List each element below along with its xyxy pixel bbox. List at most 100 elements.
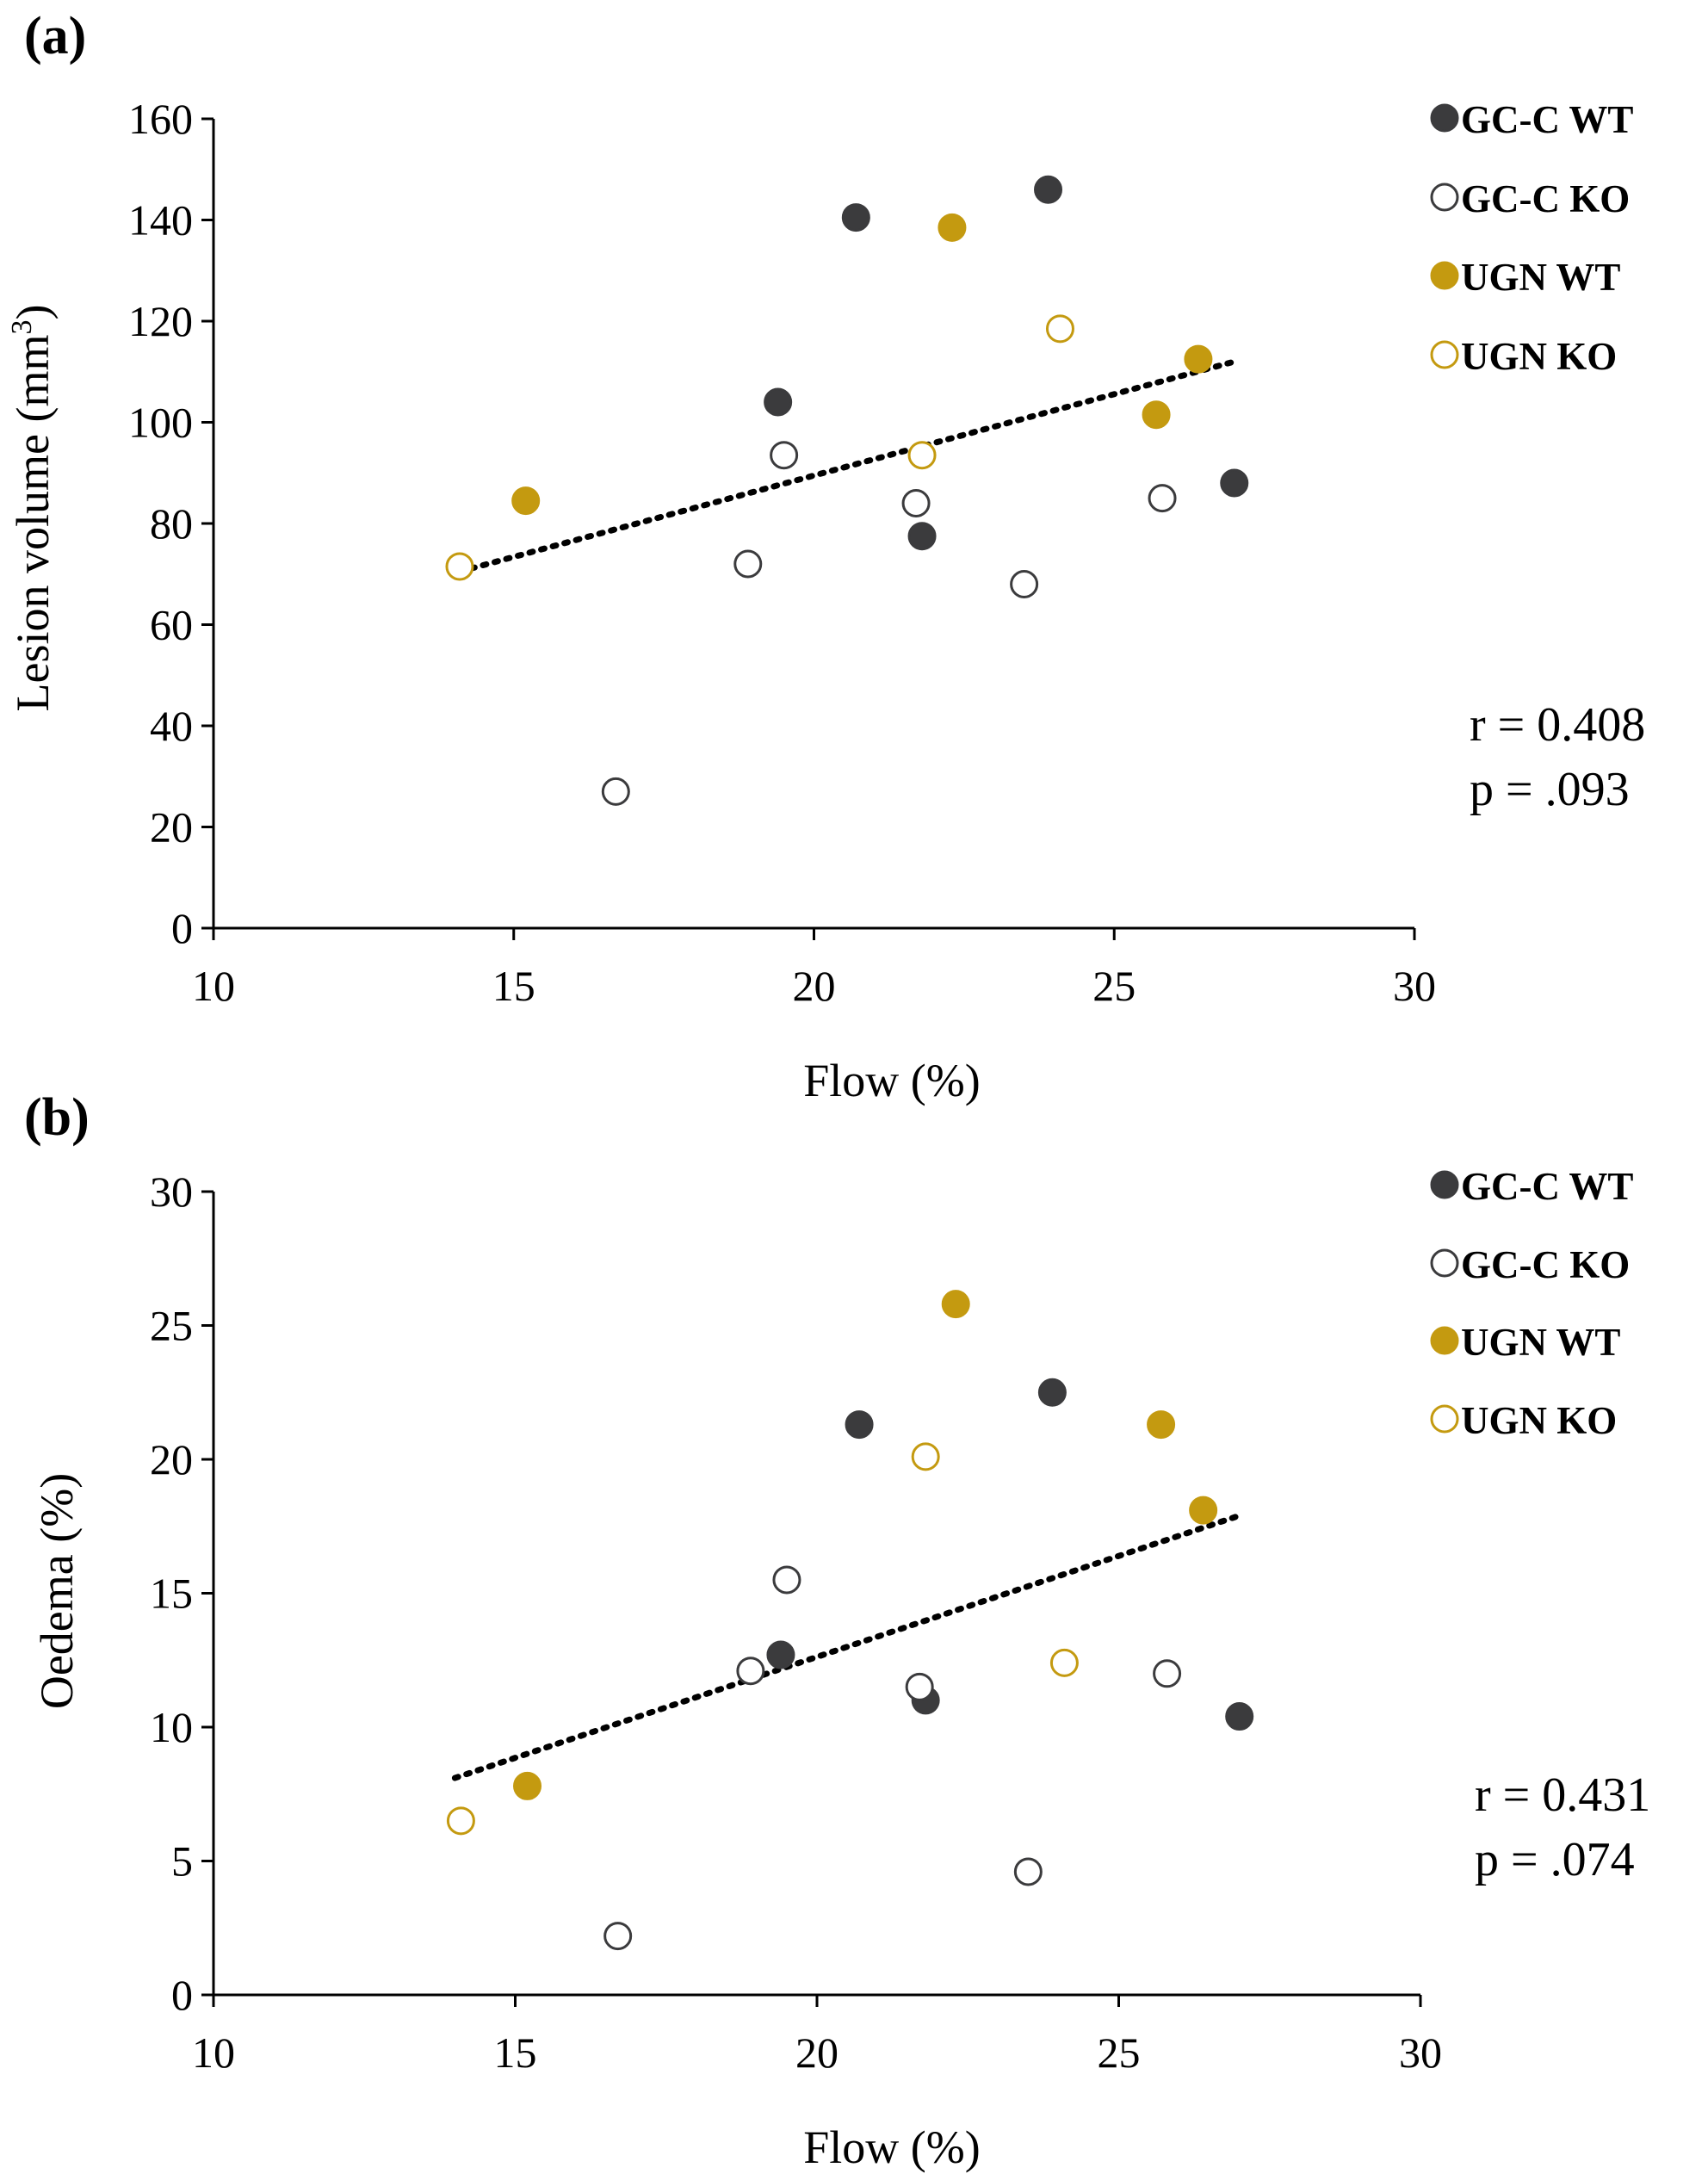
panel-a-y-tick-label: 120 [128,297,193,345]
panel-a-point-gc-c-wt [1220,468,1249,498]
panel-a-y-axis-title-close: ) [7,305,59,320]
panel-b-y-tick-label: 5 [171,1837,193,1886]
panel-a-y-axis-title-main: Lesion volume (mm [7,335,59,712]
panel-a-legend: GC-C WT GC-C KO UGN WT UGN KO [1430,98,1633,378]
panel-b-y-tick-label: 10 [150,1703,193,1751]
panel-b-trendline-group [451,1512,1243,1781]
panel-b-x-tick-label: 15 [494,2028,537,2077]
panel-a-point-gc-c-ko [1148,484,1177,513]
panel-a-legend-marker-ugn-wt [1430,261,1459,290]
panel-b-point-ugn-ko [911,1442,940,1471]
panel-a-points [445,175,1249,806]
panel-b-legend-marker-ugn-wt [1430,1326,1459,1355]
panel-a-point-ugn-wt [511,486,541,516]
panel-a-point-ugn-wt [938,213,967,242]
panel-a-label: (a) [24,7,86,65]
panel-b-y-tick-label: 0 [171,1971,193,2019]
panel-b-point-gc-c-wt [845,1410,874,1440]
panel-b-trendline [451,1512,1243,1781]
panel-b-axes: 0 5 10 15 20 25 30 10 15 20 25 30 [150,1167,1442,2077]
panel-b-legend-entry-ugn-ko: UGN KO [1430,1399,1617,1442]
panel-b-point-gc-c-wt [1037,1378,1067,1407]
panel-a-legend-marker-gcc-ko [1430,183,1459,212]
panel-a-y-tick-label: 100 [128,399,193,447]
panel-a-legend-label-gcc-ko: GC-C KO [1461,177,1630,220]
panel-b: (b) 0 5 10 15 20 25 30 10 15 20 25 30 Flow (%) Oede… [24,1088,1650,2173]
panel-b-x-tick-label: 25 [1098,2028,1141,2077]
panel-b-point-ugn-ko [446,1806,475,1836]
panel-a-x-tick-label: 20 [793,962,836,1010]
panel-a-trendline [456,358,1238,575]
panel-a-point-ugn-wt [1184,344,1213,374]
panel-a-p-value: p = .093 [1470,763,1630,816]
panel-b-legend: GC-C WT GC-C KO UGN WT UGN KO [1430,1165,1633,1442]
panel-b-points [446,1290,1254,1951]
panel-b-legend-entry-ugn-wt: UGN WT [1430,1321,1620,1364]
panel-b-point-gc-c-wt [1225,1702,1254,1731]
panel-a-y-tick-label: 140 [128,196,193,245]
panel-a-point-gc-c-wt [907,522,937,551]
panel-a: (a) 0 20 40 60 80 100 120 140 160 10 15 20 25 30 Flow… [6,7,1645,1106]
panel-b-p-value: p = .074 [1475,1833,1635,1886]
panel-a-axes: 0 20 40 60 80 100 120 140 160 10 15 20 25 30 [128,95,1436,1010]
panel-a-x-tick-label: 10 [192,962,235,1010]
panel-a-legend-marker-gcc-wt [1430,103,1459,133]
panel-b-legend-marker-gcc-ko [1430,1248,1459,1278]
panel-a-legend-entry-gcc-ko: GC-C KO [1430,177,1630,220]
panel-a-point-ugn-ko [907,441,937,470]
panel-b-x-tick-label: 10 [192,2028,235,2077]
panel-b-legend-label-ugn-ko: UGN KO [1461,1399,1617,1442]
panel-a-point-gc-c-ko [1010,570,1039,598]
panel-b-y-tick-label: 30 [150,1167,193,1216]
panel-a-point-ugn-ko [1045,314,1074,344]
panel-a-legend-entry-ugn-ko: UGN KO [1430,335,1617,378]
panel-a-x-axis-title: Flow (%) [803,1055,980,1106]
panel-a-legend-label-gcc-wt: GC-C WT [1461,98,1633,141]
panel-a-x-tick-label: 25 [1092,962,1136,1010]
panel-b-y-axis-title: Oedema (%) [31,1473,83,1709]
panel-b-point-ugn-wt [513,1771,542,1800]
panel-a-point-ugn-ko [445,552,474,581]
panel-b-legend-marker-ugn-ko [1430,1404,1459,1434]
panel-b-legend-entry-gcc-wt: GC-C WT [1430,1165,1633,1208]
panel-b-point-gc-c-ko [905,1672,934,1701]
panel-b-legend-marker-gcc-wt [1430,1170,1459,1199]
panel-b-x-tick-label: 20 [795,2028,839,2077]
panel-b-point-ugn-wt [941,1290,970,1319]
panel-b-legend-label-gcc-wt: GC-C WT [1461,1165,1633,1208]
panel-a-x-tick-label: 30 [1393,962,1436,1010]
panel-b-label: (b) [24,1088,90,1147]
panel-b-y-tick-label: 15 [150,1570,193,1618]
panel-b-legend-entry-gcc-ko: GC-C KO [1430,1243,1630,1286]
panel-a-legend-marker-ugn-ko [1430,340,1459,369]
panel-a-point-gc-c-wt [841,203,870,232]
panel-a-trendline-group [456,358,1238,575]
panel-b-point-gc-c-ko [736,1657,765,1686]
panel-b-y-tick-label: 20 [150,1435,193,1483]
panel-a-point-gc-c-ko [901,489,931,517]
panel-a-legend-entry-gcc-wt: GC-C WT [1430,98,1633,141]
panel-a-point-gc-c-ko [733,549,763,579]
panel-a-legend-label-ugn-ko: UGN KO [1461,335,1617,378]
panel-a-y-tick-label: 0 [171,904,193,952]
panel-a-point-gc-c-wt [1034,175,1063,204]
panel-b-point-gc-c-ko [603,1922,633,1951]
panel-b-legend-label-ugn-wt: UGN WT [1461,1321,1620,1364]
panel-b-point-ugn-wt [1147,1410,1176,1440]
panel-b-x-tick-label: 30 [1399,2028,1442,2077]
panel-b-x-axis-title: Flow (%) [803,2121,980,2173]
panel-a-point-gc-c-wt [764,387,793,417]
panel-a-y-tick-label: 20 [150,803,193,852]
panel-b-point-ugn-ko [1049,1648,1079,1677]
panel-a-y-axis-title: Lesion volume (mm3) [6,305,59,712]
panel-a-y-tick-label: 60 [150,601,193,649]
panel-a-point-gc-c-ko [770,441,799,470]
panel-b-legend-label-gcc-ko: GC-C KO [1461,1243,1630,1286]
panel-b-point-gc-c-wt [766,1640,795,1669]
panel-b-point-gc-c-ko [1013,1857,1043,1886]
panel-a-legend-label-ugn-wt: UGN WT [1461,256,1620,299]
panel-b-point-ugn-wt [1189,1496,1218,1525]
panel-a-y-tick-label: 80 [150,499,193,548]
panel-a-point-ugn-wt [1142,400,1171,430]
